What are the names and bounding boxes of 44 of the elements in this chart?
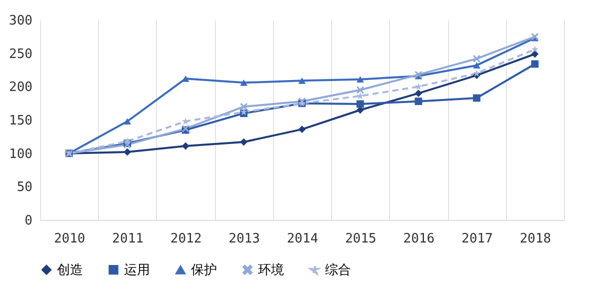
point (531, 50, 539, 58)
point (124, 118, 132, 125)
point (414, 82, 422, 90)
point (298, 77, 306, 84)
point (531, 46, 539, 53)
x-tick-label: 2016 (403, 232, 435, 246)
legend-label: 环境 (258, 262, 284, 278)
point (240, 102, 248, 110)
legend-label: 运用 (124, 262, 150, 278)
point (531, 60, 539, 68)
point (472, 62, 480, 69)
point (356, 86, 364, 94)
x-tick-label: 2015 (345, 232, 376, 246)
point (356, 92, 364, 100)
point (240, 79, 248, 86)
point (356, 100, 364, 108)
x-tick-label: 2017 (462, 232, 493, 246)
point (356, 76, 364, 83)
x-tick-label: 2010 (54, 232, 86, 246)
point (472, 94, 480, 102)
point (298, 126, 306, 134)
point (124, 138, 132, 145)
legend-label: 创造 (57, 262, 83, 278)
x-tick-label: 2014 (286, 232, 318, 246)
y-tick-label: 0 (24, 214, 32, 228)
x-tick-label: 2018 (520, 232, 552, 246)
x-tick-label: 2011 (112, 232, 144, 246)
point (124, 148, 132, 156)
legend-label: 保护 (191, 263, 217, 278)
x-tick-label: 2012 (170, 232, 202, 246)
y-tick-label: 250 (9, 46, 32, 62)
y-tick-label: 50 (16, 180, 32, 196)
y-tick-label: 150 (9, 114, 32, 128)
point (472, 54, 480, 62)
point (414, 90, 422, 98)
y-tick-label: 100 (9, 146, 32, 162)
y-tick-label: 300 (9, 14, 32, 28)
point (182, 75, 190, 82)
point (472, 70, 480, 77)
point (182, 142, 190, 150)
y-tick-label: 200 (9, 80, 32, 96)
point (414, 98, 422, 106)
legend-label: 综合 (325, 263, 351, 278)
x-tick-label: 2013 (228, 232, 260, 246)
